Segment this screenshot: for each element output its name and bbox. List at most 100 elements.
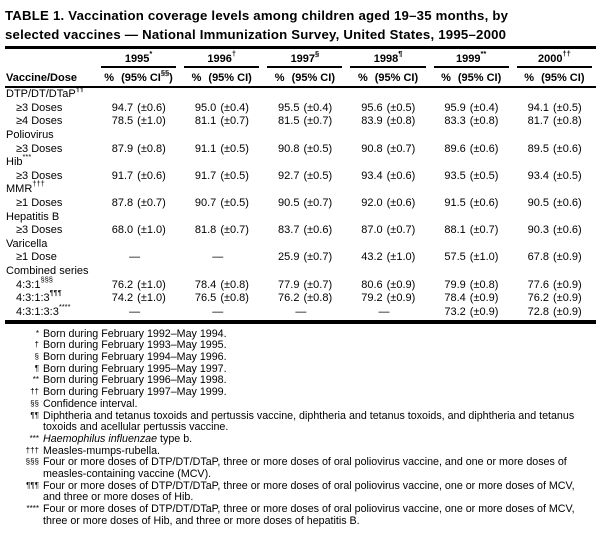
percent-header: % (104, 72, 115, 84)
pct-ci-header: % (95% CI) (346, 68, 430, 88)
year-header: 1999** (430, 50, 513, 68)
footnote-marker: * (35, 328, 39, 338)
confidence-interval: (±0.6) (303, 224, 333, 237)
confidence-interval: (±0.9) (553, 278, 582, 291)
data-cell: 94.7 (±0.6) (97, 102, 180, 116)
footnote-marker: † (34, 340, 39, 350)
coverage-value: 92.7 (278, 169, 300, 182)
coverage-value: 78.4 (194, 278, 217, 291)
footnote: *** Haemophilus influenzae type b. (5, 433, 596, 446)
data-cell: 90.3 (±0.6) (513, 224, 596, 238)
vaccination-coverage-table: 1995* 1996† 1997§ 1998¶ 1999** 2000†† Vaccine… (5, 50, 596, 319)
confidence-interval: (±0.6) (553, 197, 582, 210)
footnote-marker: §§ (30, 398, 39, 408)
confidence-interval: (±0.7) (220, 224, 249, 237)
year-footnote-marker: * (149, 49, 153, 58)
percent-header: % (441, 72, 451, 84)
footnote-text: Measles-mumps-rubella. (43, 444, 161, 457)
data-cell: 80.6 (±0.9) (346, 278, 429, 292)
table-row: ≥3 Doses 94.7 (±0.6) 95.0 (±0.4) 95.5 (±0.4) 95… (5, 102, 596, 116)
table-bottom-rule (5, 320, 596, 324)
row-label: ≥4 Doses (16, 115, 63, 128)
coverage-value: 89.5 (527, 142, 549, 155)
coverage-value: 95.0 (194, 101, 217, 114)
row-label: ≥1 Dose (16, 251, 57, 264)
data-cell: 93.4 (±0.6) (346, 170, 429, 184)
data-cell: 90.8 (±0.5) (263, 142, 346, 156)
ci-header: (95% CI) (291, 72, 335, 84)
coverage-value: 80.6 (361, 278, 383, 291)
data-cell: 89.6 (±0.6) (430, 142, 513, 156)
confidence-interval: (±1.0) (137, 115, 166, 128)
table-body: DTP/DT/DTaP¶¶ ≥3 Doses 94.7 (±0.6) 95.0 (±0.4… (5, 84, 596, 320)
section-row: Poliovirus (5, 129, 596, 143)
year-label-underline: 2000†† (516, 50, 592, 68)
table-title-line1: TABLE 1. Vaccination coverage levels amo… (5, 8, 509, 23)
confidence-interval: (±0.5) (220, 142, 249, 155)
data-cell: — (346, 306, 429, 320)
confidence-interval: (±0.4) (220, 101, 249, 114)
coverage-value: 78.5 (111, 115, 134, 128)
data-cell: 91.1 (±0.5) (180, 142, 263, 156)
coverage-value: 90.8 (278, 142, 300, 155)
footnote: § Born during February 1994–May 1996. (5, 351, 596, 364)
confidence-interval: (±0.8) (469, 278, 499, 291)
footnotes-block: * Born during February 1992–May 1994. † Bor… (5, 328, 596, 528)
section-row: DTP/DT/DTaP¶¶ (5, 84, 596, 102)
footnote-text: Diphtheria and tetanus toxoids and pertu… (43, 409, 575, 434)
row-label: 4:3:1:3:3**** (16, 301, 71, 318)
year-header: 2000†† (513, 50, 596, 68)
coverage-value: 87.8 (111, 197, 134, 210)
row-label: 4:3:1:3¶¶¶ (16, 288, 62, 305)
pct-ci-header: % (95% CI) (263, 68, 347, 88)
data-cell: 90.8 (±0.7) (346, 142, 429, 156)
confidence-interval: (±0.7) (303, 115, 333, 128)
data-cell: 81.5 (±0.7) (263, 115, 346, 129)
coverage-value: 81.5 (278, 115, 300, 128)
confidence-interval: (±0.9) (553, 305, 582, 318)
coverage-value: 91.1 (194, 142, 217, 155)
year-label: 1996 (207, 53, 232, 65)
ci-header: (95% CI) (208, 72, 252, 84)
corner-empty-cell (5, 50, 97, 68)
data-cell: — (180, 306, 263, 320)
footnote-marker: ¶¶¶ (26, 480, 39, 490)
row-label: 4:3:1§§§ (16, 274, 53, 291)
footnote: * Born during February 1992–May 1994. (5, 328, 596, 341)
coverage-value: 43.2 (361, 251, 383, 264)
data-cell: 77.6 (±0.9) (513, 278, 596, 292)
confidence-interval: (±0.6) (553, 142, 582, 155)
row-footnote-marker: **** (58, 301, 71, 311)
data-cell: 43.2 (±1.0) (346, 251, 429, 265)
row-footnote-marker: ¶¶¶ (49, 288, 62, 298)
data-cell: 90.7 (±0.5) (180, 197, 263, 211)
coverage-value: 67.8 (527, 251, 549, 264)
year-label: 2000 (537, 53, 563, 65)
coverage-value: 93.5 (444, 169, 466, 182)
confidence-interval: (±0.9) (553, 292, 582, 305)
year-footnote-marker: ** (480, 49, 487, 58)
ci-header: (95% CI) (457, 72, 502, 84)
ci-header: (95% CI) (374, 72, 419, 84)
section-label: DTP/DT/DTaP¶¶ (6, 84, 84, 101)
data-cell: 83.7 (±0.6) (263, 224, 346, 238)
section-label: Combined series (6, 265, 89, 278)
table-row: ≥3 Doses 68.0 (±1.0) 81.8 (±0.7) 83.7 (±0.6) 87… (5, 224, 596, 238)
footnote: §§ Confidence interval. (5, 397, 596, 411)
section-footnote-marker: ¶¶ (75, 84, 84, 94)
footnote: ** Born during February 1996–May 1998. (5, 375, 596, 387)
data-cell: 87.9 (±0.8) (97, 142, 180, 156)
coverage-value: 90.3 (527, 224, 549, 237)
footnote-marker: ¶ (34, 363, 39, 373)
coverage-value: 83.3 (444, 115, 466, 128)
confidence-interval: (±0.6) (386, 169, 416, 182)
coverage-value: 87.0 (361, 224, 383, 237)
footnote-text: Confidence interval. (43, 397, 138, 410)
section-label: Hib*** (6, 152, 32, 169)
data-cell: 78.5 (±1.0) (97, 115, 180, 129)
confidence-interval: (±0.8) (386, 115, 416, 128)
confidence-interval: (±0.6) (469, 142, 499, 155)
year-header: 1996† (180, 50, 263, 68)
coverage-value: 95.6 (361, 101, 383, 114)
coverage-value: 76.2 (278, 292, 300, 305)
